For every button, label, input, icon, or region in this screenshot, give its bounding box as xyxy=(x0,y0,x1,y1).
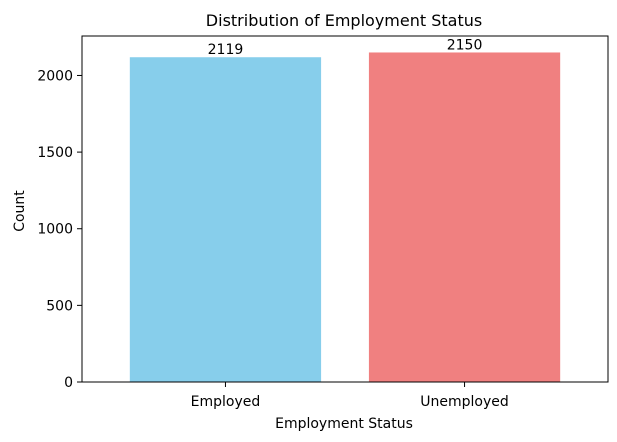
x-axis-label: Employment Status xyxy=(275,416,413,432)
plot-area: 0 500 1000 1500 2000 2119 Employed 2150 Unemploy… xyxy=(37,37,561,410)
y-tick-label: 0 xyxy=(64,375,73,391)
y-tick-label: 500 xyxy=(46,298,73,314)
bar-unemployed xyxy=(368,52,561,382)
chart-title: Distribution of Employment Status xyxy=(206,11,482,30)
x-tick-label: Unemployed xyxy=(420,394,509,410)
y-tick-label: 1500 xyxy=(37,145,73,161)
axes-frame xyxy=(81,35,609,383)
data-label: 2150 xyxy=(447,37,483,53)
x-tick-label: Employed xyxy=(191,394,261,410)
y-tick-label: 2000 xyxy=(37,68,73,84)
data-label: 2119 xyxy=(208,42,244,58)
y-axis-label: Count xyxy=(12,190,28,232)
y-tick-label: 1000 xyxy=(37,222,73,238)
bar-employed xyxy=(129,57,322,382)
